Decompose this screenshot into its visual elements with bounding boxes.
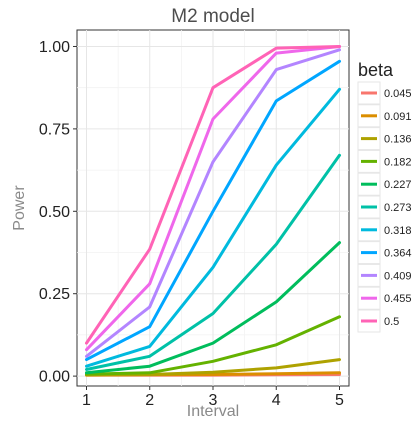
- x-tick-label: 3: [209, 392, 218, 409]
- series-line-0.455: [85, 45, 341, 352]
- legend-label-0.045: 0.045: [384, 88, 412, 100]
- chart-title: M2 model: [171, 6, 254, 27]
- y-axis-title: Power: [11, 185, 28, 231]
- x-tick-label: 2: [145, 392, 154, 409]
- series-line-0.273: [85, 153, 341, 371]
- legend-label-0.182: 0.182: [384, 156, 412, 168]
- legend-title: beta: [358, 60, 394, 80]
- x-axis-title: Interval: [187, 403, 239, 420]
- series-line-0.182: [85, 315, 341, 376]
- series-line-0.227: [85, 241, 341, 375]
- x-axis: 1 2 3 4 5: [82, 386, 344, 409]
- legend-label-0.364: 0.364: [384, 248, 412, 260]
- x-tick-label: 1: [82, 392, 91, 409]
- y-tick-label: 0.75: [39, 121, 70, 138]
- series-lines: [85, 45, 341, 377]
- y-axis: 0.00 0.25 0.50 0.75 1.00: [39, 39, 77, 386]
- series-line-0.5: [85, 45, 341, 345]
- legend-label-0.409: 0.409: [384, 270, 412, 282]
- x-tick-label: 5: [335, 392, 344, 409]
- legend-label-0.318: 0.318: [384, 225, 412, 237]
- legend: 0.045 0.091 0.136 0.182 0.227 0.273 0.318 0.364…: [357, 81, 412, 333]
- y-tick-label: 0.25: [39, 286, 70, 303]
- legend-label-0.5: 0.5: [384, 316, 399, 328]
- legend-label-0.455: 0.455: [384, 293, 412, 305]
- legend-label-0.091: 0.091: [384, 111, 412, 123]
- series-line-0.318: [85, 87, 341, 368]
- y-tick-label: 0.00: [39, 369, 70, 386]
- x-tick-label: 4: [272, 392, 281, 409]
- series-line-0.409: [85, 48, 341, 358]
- legend-label-0.136: 0.136: [384, 134, 412, 146]
- legend-label-0.273: 0.273: [384, 202, 412, 214]
- y-tick-label: 0.50: [39, 204, 70, 221]
- legend-label-0.227: 0.227: [384, 179, 412, 191]
- y-tick-label: 1.00: [39, 39, 70, 56]
- series-line-0.364: [85, 59, 341, 362]
